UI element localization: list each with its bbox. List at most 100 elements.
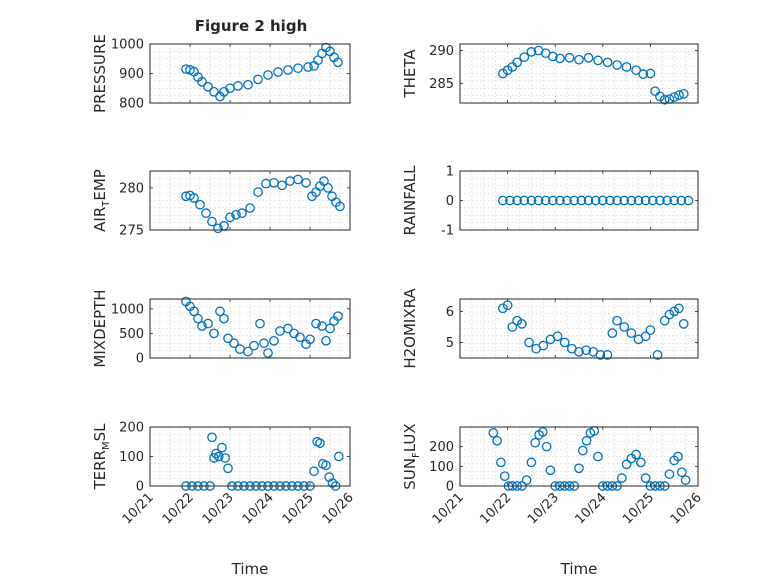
y-tick-label: 6 [446, 305, 454, 320]
data-point [612, 195, 622, 206]
data-point [626, 328, 637, 339]
data-point [612, 315, 622, 326]
data-point [303, 62, 313, 72]
y-tick-label: 800 [119, 97, 144, 112]
data-point [547, 195, 558, 206]
panel-sun-flux: 0 100 200 SUNFLUX 10/21 10/22 10/23 10/24 10/25 1… [401, 423, 705, 578]
data-point [259, 338, 269, 349]
data-point [674, 303, 684, 314]
y-axis-label: RAINFALL [401, 165, 419, 236]
data-point [645, 68, 656, 79]
x-tick-label: 10/24 [573, 490, 610, 527]
data-point [325, 323, 335, 334]
data-point [645, 325, 656, 335]
data-point [555, 53, 565, 64]
data-point [526, 195, 537, 206]
x-tick-label: 10/25 [280, 490, 317, 527]
y-tick-label: 0 [136, 352, 144, 367]
x-tick-label: 10/23 [200, 490, 237, 527]
data-point [213, 451, 224, 462]
data-point [616, 473, 627, 483]
data-point [499, 471, 510, 482]
data-point [219, 313, 229, 324]
data-point [207, 216, 217, 227]
data-point [655, 195, 665, 206]
data-point [333, 57, 343, 68]
data-point [512, 315, 522, 326]
y-tick-label: 500 [119, 327, 144, 342]
x-tick-label: 10/25 [620, 490, 657, 527]
data-point [540, 195, 551, 206]
data-point [664, 469, 675, 480]
data-point [605, 195, 615, 206]
data-point [636, 457, 646, 468]
grid [150, 427, 350, 486]
axes-frame [459, 298, 699, 359]
data-point [263, 70, 273, 80]
data-point [607, 328, 618, 339]
data-point [574, 463, 584, 474]
data-point [323, 183, 333, 193]
data-point [229, 338, 239, 349]
data-point [255, 318, 265, 329]
data-point [519, 195, 530, 206]
data-point [650, 86, 661, 97]
axes-frame [149, 298, 351, 359]
panel-terr-msl: 0 100 200 TERRMSL 10/21 10/22 10/23 10/24 10/25 1… [91, 421, 357, 579]
data-series [497, 300, 689, 360]
data-point [569, 195, 580, 206]
data-point [220, 453, 231, 463]
data-point [678, 88, 689, 99]
x-tick-label: 10/21 [430, 490, 467, 527]
data-series [497, 195, 694, 206]
data-point [673, 451, 683, 462]
data-point [619, 322, 630, 332]
x-tick-label: 10/23 [525, 490, 562, 527]
data-point [215, 306, 225, 317]
data-point [269, 335, 279, 346]
data-point [638, 69, 649, 80]
y-tick-label: 290 [429, 44, 454, 59]
axes-frame [149, 170, 351, 231]
data-point [574, 346, 584, 357]
figure-title: Figure 2 high [195, 17, 308, 35]
data-point [209, 453, 219, 463]
x-tick-label: 10/24 [240, 490, 277, 527]
data-point [640, 473, 651, 483]
data-point [507, 322, 518, 332]
data-point [647, 195, 658, 206]
data-point [593, 55, 603, 66]
y-tick-label: 275 [119, 224, 144, 239]
y-tick-label: 0 [446, 194, 454, 209]
data-point [225, 212, 235, 223]
data-series [497, 45, 689, 105]
data-point [207, 432, 217, 443]
grid [460, 427, 698, 486]
data-point [253, 187, 263, 197]
data-series [181, 296, 343, 358]
y-tick-label: 285 [429, 77, 454, 92]
data-point [249, 340, 259, 351]
data-point [664, 309, 675, 320]
data-point [674, 90, 684, 100]
data-point [669, 306, 680, 317]
data-series [181, 42, 343, 102]
data-point [203, 318, 213, 329]
data-point [512, 195, 522, 206]
y-tick-label: 200 [429, 440, 454, 455]
data-point [541, 441, 552, 452]
data-point [309, 466, 319, 477]
data-point [583, 52, 594, 63]
data-point [321, 335, 331, 346]
data-point [680, 475, 691, 485]
data-point [619, 195, 630, 206]
data-point [488, 428, 499, 438]
data-point [324, 472, 335, 482]
data-point [223, 333, 233, 344]
data-point [189, 306, 199, 317]
data-point [631, 449, 641, 460]
data-point [574, 54, 584, 65]
